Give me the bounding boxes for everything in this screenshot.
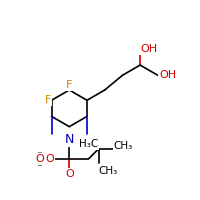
- Text: F: F: [66, 80, 72, 90]
- Text: OH: OH: [140, 44, 157, 54]
- Text: N: N: [65, 133, 74, 146]
- Text: O: O: [35, 154, 44, 164]
- Text: O: O: [65, 169, 74, 179]
- Text: F: F: [45, 95, 52, 105]
- Text: H₃C: H₃C: [79, 139, 98, 149]
- Text: CH₃: CH₃: [114, 141, 133, 151]
- Text: CH₃: CH₃: [99, 166, 118, 176]
- Text: OH: OH: [159, 70, 176, 80]
- Text: O: O: [46, 154, 54, 164]
